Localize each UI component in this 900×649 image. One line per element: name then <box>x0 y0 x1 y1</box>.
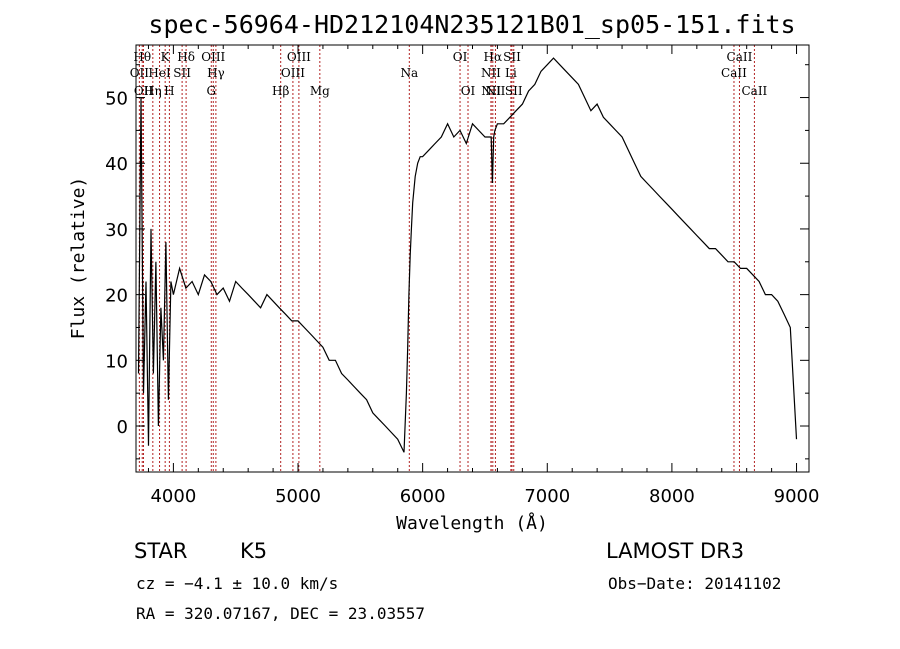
plot-frame <box>135 44 810 473</box>
y-tick-label: 0 <box>117 417 128 438</box>
spectral-line-label: Hα <box>484 50 503 64</box>
y-tick-label: 30 <box>105 220 128 241</box>
spectral-line-label: HeI <box>148 66 171 80</box>
x-tick-label: 9000 <box>774 486 820 507</box>
spectral-line-label: OIII <box>201 50 225 64</box>
spectral-line-label: OIII <box>287 50 311 64</box>
x-tick-label: 5000 <box>275 486 321 507</box>
spectral-line-label: SII <box>173 66 191 80</box>
spectral-line-label: G <box>206 84 216 98</box>
spectrum-line <box>137 57 798 453</box>
spectral-line-label: Na <box>400 66 418 80</box>
y-tick-label: 50 <box>105 89 128 110</box>
spectral-line-label: CaII <box>721 66 747 80</box>
x-axis: 4000 5000 6000 7000 8000 9000 <box>147 45 820 507</box>
obs-date: Obs−Date: 20141102 <box>608 574 782 593</box>
spectral-line-label: H <box>164 84 174 98</box>
spectral-line-label: OII <box>130 66 150 80</box>
y-tick-label: 40 <box>105 154 128 175</box>
spectral-line-label: SII <box>503 50 521 64</box>
coordinates: RA = 320.07167, DEC = 23.03557 <box>136 604 425 623</box>
x-tick-label: 6000 <box>400 486 446 507</box>
redshift-text: cz = −4.1 ± 10.0 km/s <box>136 574 339 593</box>
x-axis-label: Wavelength (Å) <box>396 512 548 534</box>
y-axis: 0 10 20 30 40 50 <box>105 64 809 460</box>
spectral-line-label: OIII <box>281 66 305 80</box>
spectral-line-label: Hδ <box>177 50 195 64</box>
y-tick-label: 10 <box>105 351 128 372</box>
spectral-line-label: NII <box>481 66 501 80</box>
spectral-line-label: CaII <box>727 50 753 64</box>
chart-title: spec-56964-HD212104N235121B01_sp05-151.f… <box>148 10 795 39</box>
spectral-line-label: Hγ <box>207 66 225 80</box>
spectral-line-label: NII <box>485 84 505 98</box>
spectral-line-label: SII <box>505 84 523 98</box>
x-tick-label: 8000 <box>649 486 695 507</box>
survey-name: LAMOST DR3 <box>606 539 745 563</box>
spectral-line-label: Mg <box>310 84 330 98</box>
y-tick-label: 20 <box>105 286 128 307</box>
spectral-line-label: OI <box>461 84 476 98</box>
spectral-line-label: NII <box>481 84 501 98</box>
spectral-line-label: Hβ <box>272 84 289 98</box>
spectral-line-label: Hη <box>144 84 162 98</box>
x-tick-label: 7000 <box>524 486 570 507</box>
spectral-line-label: OII <box>134 84 154 98</box>
spectral-line-label: K <box>161 50 171 64</box>
spectral-line-markers <box>138 45 755 472</box>
x-tick-label: 4000 <box>150 486 196 507</box>
object-class: STAR <box>134 539 188 563</box>
spectral-line-label: Li <box>505 66 517 80</box>
spectral-line-label: OI <box>453 50 468 64</box>
object-subclass: K5 <box>240 539 268 563</box>
y-axis-label: Flux (relative) <box>68 177 89 340</box>
spectral-line-label: Hθ <box>133 50 151 64</box>
spectral-line-label: CaII <box>741 84 767 98</box>
